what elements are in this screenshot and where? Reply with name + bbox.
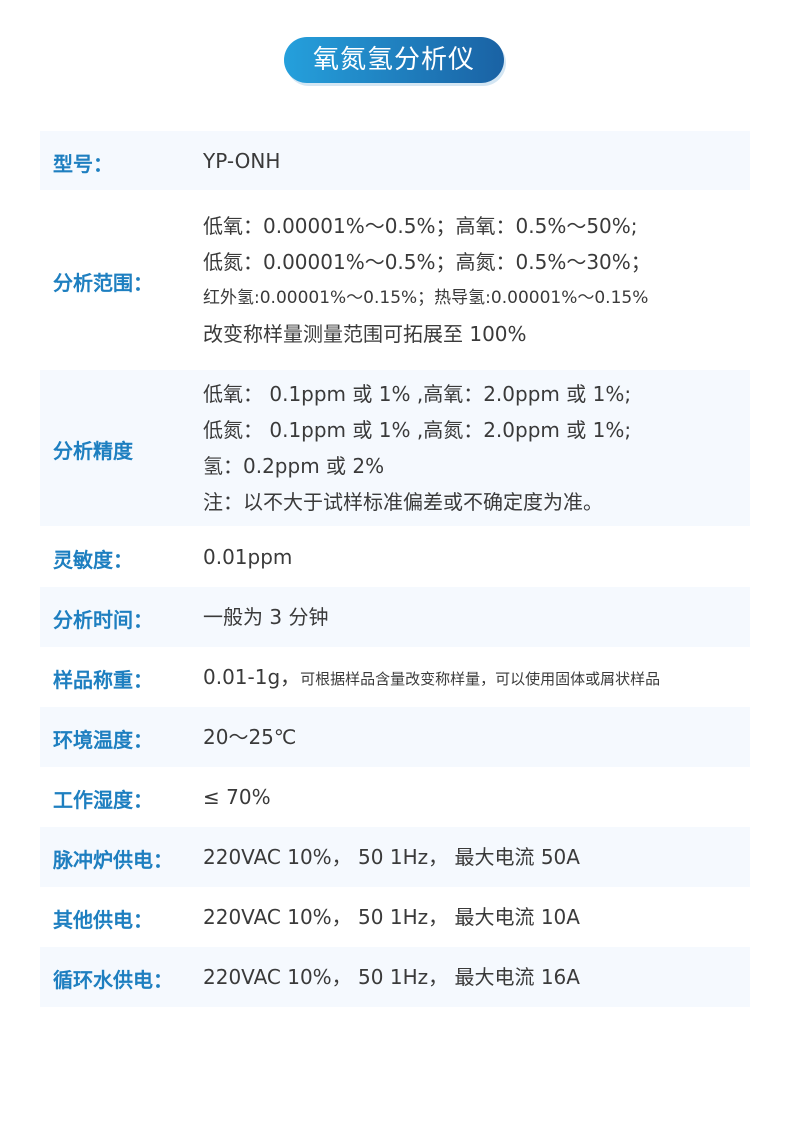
spec-row-analysis-precision: 分析精度 低氧： 0.1ppm 或 1% ,高氧：2.0ppm 或 1%; 低氮： … — [40, 370, 750, 526]
spec-value-text: 0.01-1g， — [203, 665, 301, 689]
spec-value-line: 一般为 3 分钟 — [203, 605, 329, 629]
spec-value-line: 低氧： 0.1ppm 或 1% ,高氧：2.0ppm 或 1%; — [203, 382, 632, 406]
spec-label: 环境温度： — [53, 728, 153, 752]
spec-value-line: ≤ 70% — [203, 785, 271, 809]
spec-value-line: 低氧：0.00001%～0.5%；高氧：0.5%～50%; — [203, 214, 638, 238]
spec-value: 20～25℃ — [203, 719, 296, 755]
spec-label: 样品称重： — [53, 668, 153, 692]
spec-value-line: 低氮：0.00001%～0.5%；高氮：0.5%～30%； — [203, 250, 651, 274]
spec-row-analysis-range: 分析范围： 低氧：0.00001%～0.5%；高氧：0.5%～50%; 低氮：0.0… — [40, 200, 750, 360]
spec-value-line: 220VAC 10%， 50 1Hz， 最大电流 10A — [203, 905, 580, 929]
spec-label: 型号： — [53, 151, 113, 176]
spec-value-line: 低氮： 0.1ppm 或 1% ,高氮：2.0ppm 或 1%; — [203, 418, 632, 442]
spec-value-line: 红外氢:0.00001%～0.15%；热导氢:0.00001%～0.15% — [203, 288, 649, 308]
spec-value: 220VAC 10%， 50 1Hz， 最大电流 10A — [203, 899, 580, 935]
spec-label: 其他供电： — [53, 908, 153, 932]
spec-value-line: 改变称样量测量范围可拓展至 100% — [203, 322, 527, 346]
spec-label: 灵敏度： — [53, 548, 133, 572]
spec-row-analysis-time: 分析时间： 一般为 3 分钟 — [40, 587, 750, 647]
spec-value-line: 220VAC 10%， 50 1Hz， 最大电流 50A — [203, 845, 580, 869]
spec-value: 220VAC 10%， 50 1Hz， 最大电流 16A — [203, 959, 580, 995]
spec-value-line: 0.01-1g，可根据样品含量改变称样量，可以使用固体或屑状样品 — [203, 659, 660, 697]
spec-value: 0.01-1g，可根据样品含量改变称样量，可以使用固体或屑状样品 — [203, 659, 660, 697]
spec-value-line: 0.01ppm — [203, 545, 293, 569]
spec-value-line: 20～25℃ — [203, 725, 297, 749]
spec-label: 脉冲炉供电： — [53, 848, 173, 872]
spec-label: 分析范围： — [53, 271, 153, 295]
spec-value-line: 220VAC 10%， 50 1Hz， 最大电流 16A — [203, 965, 580, 989]
spec-value: 0.01ppm — [203, 539, 292, 575]
spec-value: 一般为 3 分钟 — [203, 599, 328, 635]
spec-row-pulse-furnace-power: 脉冲炉供电： 220VAC 10%， 50 1Hz， 最大电流 50A — [40, 827, 750, 887]
spec-row-ambient-temperature: 环境温度： 20～25℃ — [40, 707, 750, 767]
page-title: 氧氮氢分析仪 — [284, 37, 504, 83]
spec-value-line: 注：以不大于试样标准偏差或不确定度为准。 — [203, 490, 603, 514]
spec-note: 可根据样品含量改变称样量，可以使用固体或屑状样品 — [300, 670, 661, 688]
spec-label: 分析时间： — [53, 608, 153, 632]
spec-label: 工作湿度： — [53, 788, 153, 812]
spec-row-circulating-water-power: 循环水供电： 220VAC 10%， 50 1Hz， 最大电流 16A — [40, 947, 750, 1007]
spec-value-line: 氢：0.2ppm 或 2% — [203, 454, 385, 478]
spec-row-working-humidity: 工作湿度： ≤ 70% — [40, 767, 750, 827]
spec-label: 分析精度 — [53, 439, 133, 463]
spec-value: YP-ONH — [203, 143, 280, 179]
spec-value-line: YP-ONH — [203, 148, 281, 173]
spec-row-sensitivity: 灵敏度： 0.01ppm — [40, 527, 750, 587]
spec-row-model: 型号： YP-ONH — [40, 131, 750, 190]
spec-value: 220VAC 10%， 50 1Hz， 最大电流 50A — [203, 839, 580, 875]
spec-row-other-power: 其他供电： 220VAC 10%， 50 1Hz， 最大电流 10A — [40, 887, 750, 947]
spec-label: 循环水供电： — [53, 968, 173, 992]
spec-row-sample-weight: 样品称重： 0.01-1g，可根据样品含量改变称样量，可以使用固体或屑状样品 — [40, 647, 750, 707]
spec-value: 低氧： 0.1ppm 或 1% ,高氧：2.0ppm 或 1%; 低氮： 0.1p… — [203, 376, 631, 520]
spec-value: ≤ 70% — [203, 779, 271, 815]
spec-value: 低氧：0.00001%～0.5%；高氧：0.5%～50%; 低氮：0.00001%… — [203, 208, 651, 352]
